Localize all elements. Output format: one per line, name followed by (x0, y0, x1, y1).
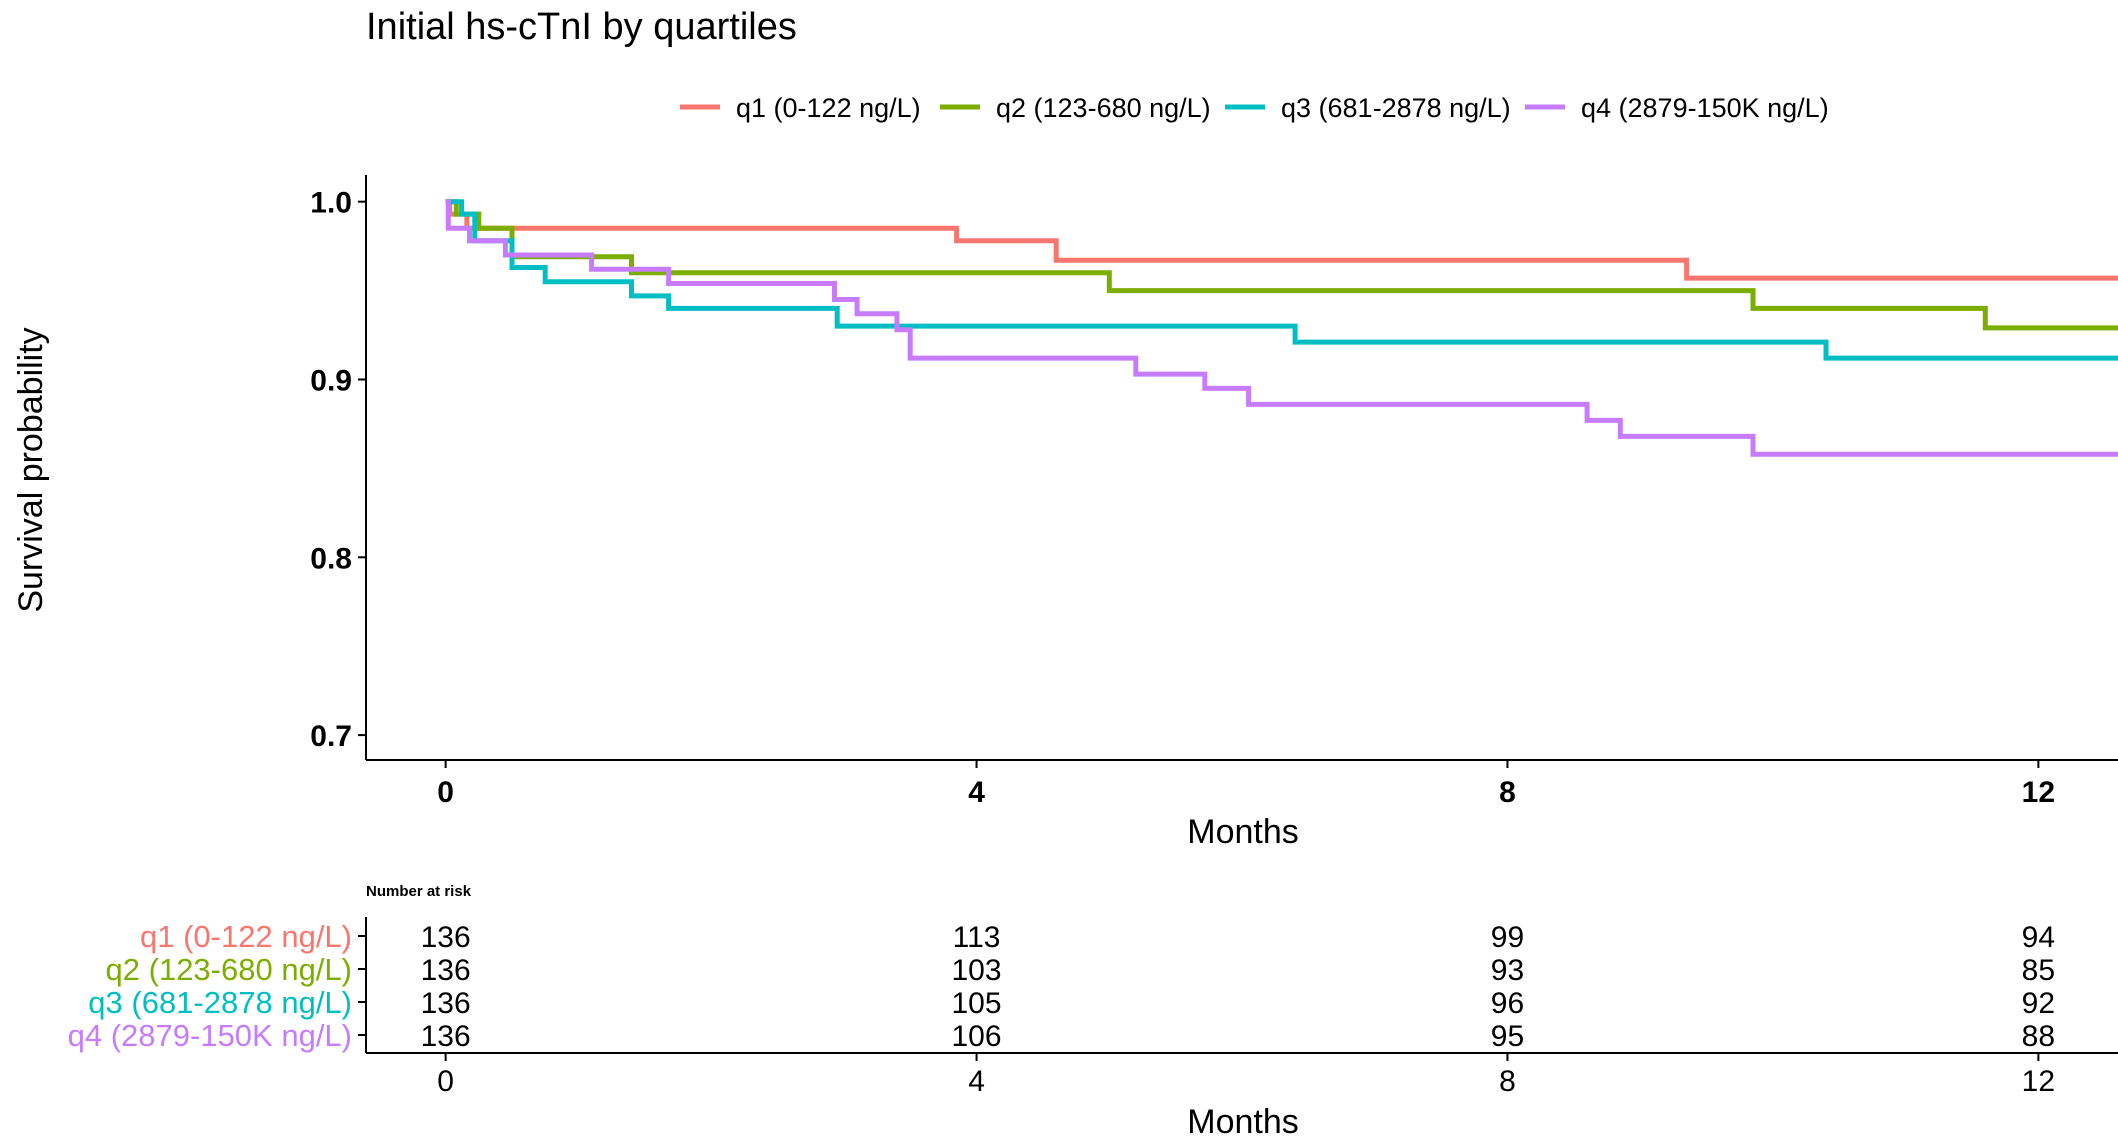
risk-row-label-q2: q2 (123-680 ng/L) (106, 952, 352, 987)
risk-value: 113 (953, 921, 1001, 954)
risk-value: 105 (952, 987, 1002, 1020)
risk-table: q1 (0-122 ng/L) 136 113 99 94 q2 (123-680 ng/… (68, 917, 2118, 1098)
risk-x-tick-label: 12 (2022, 1065, 2055, 1098)
plot-area: 0.7 0.8 0.9 1.0 0 4 8 12 (310, 175, 2118, 809)
y-tick-label: 0.8 (310, 542, 352, 575)
x-tick-label: 8 (1499, 776, 1516, 809)
risk-value: 93 (1491, 954, 1524, 987)
legend-label-q3: q3 (681-2878 ng/L) (1281, 93, 1511, 123)
risk-value: 136 (421, 921, 471, 954)
y-tick-label: 0.7 (310, 720, 352, 753)
risk-x-tick-label: 4 (968, 1065, 985, 1098)
x-tick-label: 4 (968, 776, 985, 809)
risk-x-axis-label: Months (1187, 1103, 1299, 1140)
legend: q1 (0-122 ng/L) q2 (123-680 ng/L) q3 (681-… (680, 93, 1829, 123)
survival-curve-q4 (445, 199, 2118, 457)
risk-value: 95 (1491, 1020, 1524, 1053)
x-tick-label: 12 (2022, 776, 2055, 809)
chart-title: Initial hs-cTnI by quartiles (366, 6, 797, 48)
risk-row-label-q4: q4 (2879-150K ng/L) (68, 1018, 352, 1053)
risk-value: 92 (2022, 987, 2055, 1020)
risk-row-label-q1: q1 (0-122 ng/L) (140, 919, 352, 954)
risk-x-tick-label: 8 (1499, 1065, 1516, 1098)
risk-value: 136 (421, 987, 471, 1020)
risk-value: 96 (1491, 987, 1524, 1020)
risk-row-label-q3: q3 (681-2878 ng/L) (88, 985, 352, 1020)
y-tick-label: 0.9 (310, 364, 352, 397)
legend-label-q4: q4 (2879-150K ng/L) (1581, 93, 1829, 123)
risk-value: 94 (2022, 921, 2055, 954)
risk-value: 136 (421, 1020, 471, 1053)
x-tick-label: 0 (437, 776, 454, 809)
risk-x-tick-label: 0 (437, 1065, 454, 1098)
risk-value: 136 (421, 954, 471, 987)
x-axis-label: Months (1187, 813, 1299, 851)
survival-curve-q1 (445, 199, 2118, 281)
y-axis-label: Survival probability (12, 327, 50, 612)
legend-label-q1: q1 (0-122 ng/L) (736, 93, 921, 123)
survival-curve-q3 (445, 199, 2118, 361)
risk-table-title: Number at risk (366, 883, 472, 900)
risk-value: 103 (952, 954, 1002, 987)
legend-label-q2: q2 (123-680 ng/L) (996, 93, 1211, 123)
risk-value: 85 (2022, 954, 2055, 987)
risk-value: 99 (1491, 921, 1524, 954)
y-tick-label: 1.0 (310, 187, 352, 220)
risk-value: 106 (952, 1020, 1002, 1053)
risk-value: 88 (2022, 1020, 2055, 1053)
